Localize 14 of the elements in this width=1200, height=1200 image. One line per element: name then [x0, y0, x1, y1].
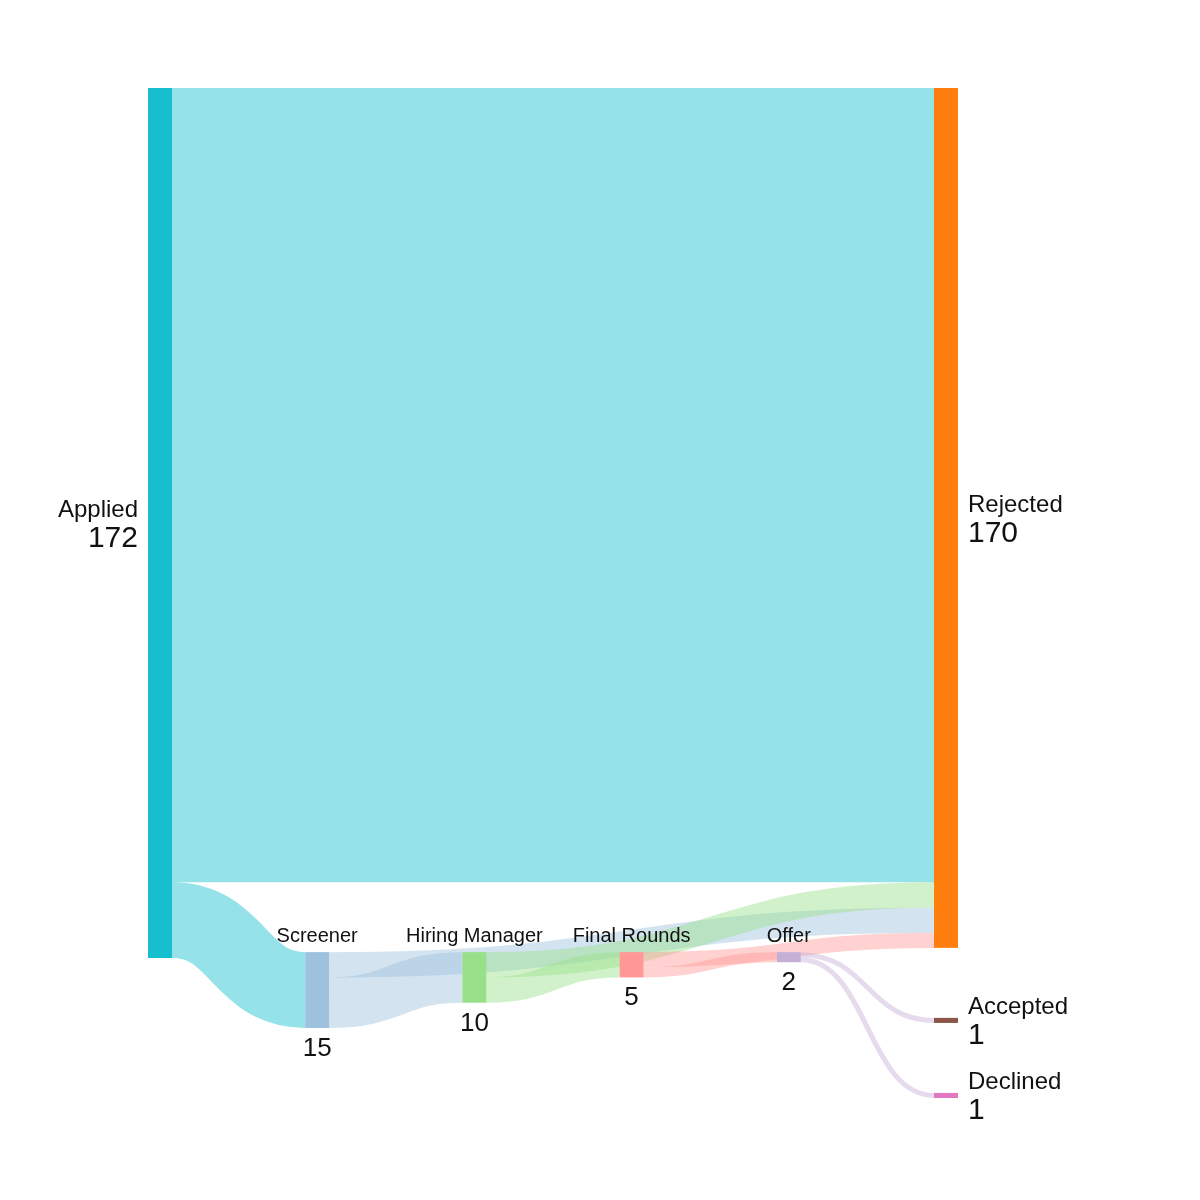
data-label: 10	[459, 1006, 489, 1037]
category-label: Final Rounds	[572, 924, 691, 947]
category-label: Accepted	[968, 992, 1069, 1020]
data-label: 5	[624, 981, 639, 1012]
category-label: Hiring Manager	[406, 924, 544, 947]
data-label: 15	[302, 1032, 332, 1062]
category-label: Screener	[276, 924, 359, 947]
category-label: Rejected	[968, 489, 1063, 517]
data-label: 2	[781, 966, 797, 997]
data-label: 1	[968, 1092, 985, 1126]
data-label: 1	[968, 1017, 985, 1051]
category-label: Offer	[766, 924, 812, 947]
category-label: Applied	[57, 495, 138, 522]
category-label: Declined	[968, 1067, 1062, 1095]
